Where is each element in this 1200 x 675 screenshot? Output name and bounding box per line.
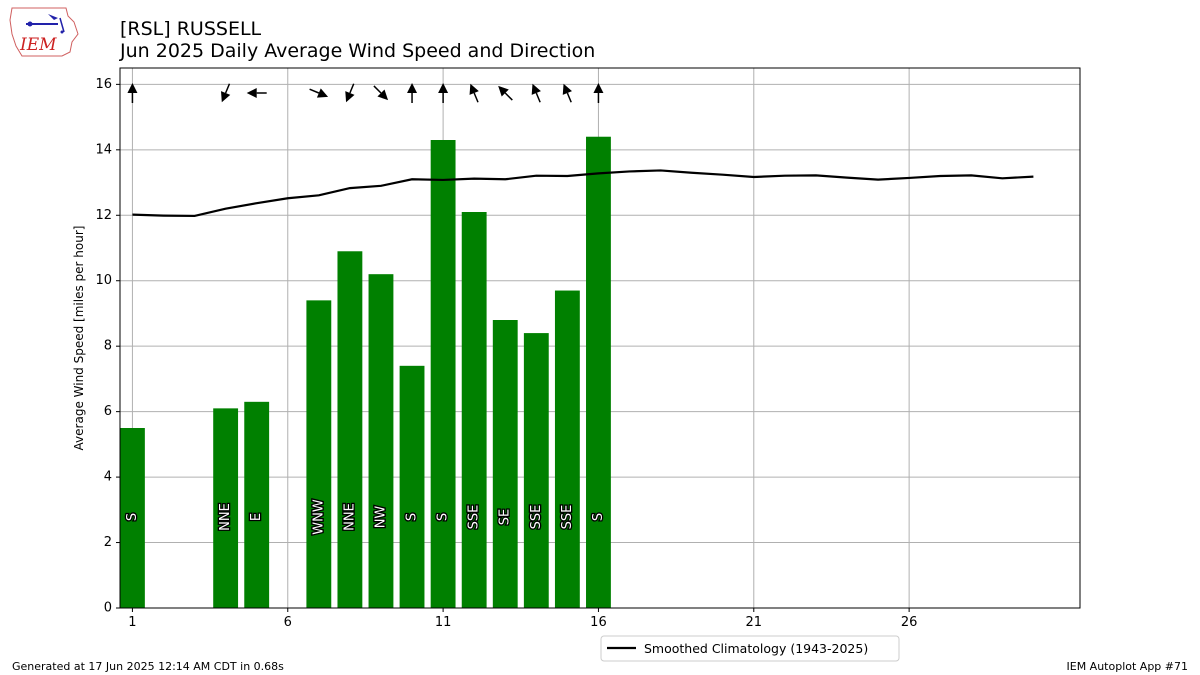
arrow-head xyxy=(469,83,479,95)
arrow-head xyxy=(246,88,257,98)
wind-arrow xyxy=(593,83,604,103)
direction-label: SSE xyxy=(467,505,482,530)
x-tick-label: 21 xyxy=(746,615,763,630)
footer-generated: Generated at 17 Jun 2025 12:14 AM CDT in… xyxy=(12,660,284,673)
iem-logo-icon: IEM xyxy=(9,7,79,57)
y-tick-label: 8 xyxy=(104,339,112,354)
legend[interactable]: Smoothed Climatology (1943-2025) xyxy=(600,635,900,662)
logo-text: IEM xyxy=(19,35,57,55)
x-tick-label: 16 xyxy=(590,615,607,630)
bar xyxy=(430,140,456,608)
arrow-shaft xyxy=(349,83,355,94)
arrow-shaft xyxy=(373,85,382,94)
direction-label: S xyxy=(591,513,606,521)
wind-arrow xyxy=(407,83,418,103)
bar xyxy=(554,290,580,608)
bar xyxy=(586,136,611,608)
plot-frame xyxy=(119,67,1081,609)
arrow-head xyxy=(498,85,509,97)
wind-arrow xyxy=(562,83,572,103)
arrow-head xyxy=(407,83,418,93)
bar xyxy=(399,365,425,608)
direction-label: NNE xyxy=(218,503,233,531)
direction-label: S xyxy=(125,513,140,521)
arrow-head xyxy=(345,91,355,103)
arrow-head xyxy=(438,83,449,93)
wind-arrow xyxy=(345,83,355,103)
chart-subtitle: Jun 2025 Daily Average Wind Speed and Di… xyxy=(120,40,596,62)
y-tick-label: 4 xyxy=(104,470,112,485)
direction-label: SE xyxy=(498,509,513,525)
arrow-shaft xyxy=(309,88,320,94)
direction-label: NW xyxy=(373,506,388,529)
arrow-head xyxy=(562,83,572,95)
direction-label: E xyxy=(249,513,264,521)
bar xyxy=(213,408,239,608)
bars xyxy=(120,136,611,609)
legend-label: Smoothed Climatology (1943-2025) xyxy=(644,641,868,656)
bar xyxy=(120,428,145,608)
climatology-line-group xyxy=(132,169,1034,218)
wind-arrow xyxy=(498,85,513,101)
y-tick-label: 10 xyxy=(95,273,112,288)
climatology-line xyxy=(132,169,1034,218)
direction-labels: S NNE E WNW NNE NW S S SSE SE SSE SSE S xyxy=(124,498,608,536)
direction-label: WNW xyxy=(311,499,326,535)
wind-arrow xyxy=(221,83,231,103)
chart-title: [RSL] RUSSELL xyxy=(120,18,262,40)
direction-label: S xyxy=(436,513,451,521)
arrow-head xyxy=(316,88,329,98)
arrow-head xyxy=(377,89,389,101)
bar xyxy=(461,212,487,608)
bar xyxy=(337,251,363,609)
y-tick-label: 2 xyxy=(104,535,112,550)
x-tick-label: 6 xyxy=(284,615,292,630)
wind-arrow xyxy=(531,83,541,103)
y-tick-label: 6 xyxy=(104,404,112,419)
y-tick-label: 0 xyxy=(104,601,112,616)
arrow-shaft xyxy=(535,92,541,103)
x-tick-label: 11 xyxy=(435,615,452,630)
wind-arrow xyxy=(127,83,138,103)
y-tick-label: 12 xyxy=(95,208,112,223)
y-axis-label: Average Wind Speed [miles per hour] xyxy=(72,226,86,451)
x-tick-label: 26 xyxy=(901,615,918,630)
direction-label: S xyxy=(405,513,420,521)
footer-app: IEM Autoplot App #71 xyxy=(1066,660,1189,673)
bar xyxy=(368,274,394,608)
arrow-shaft xyxy=(566,92,572,103)
direction-arrows xyxy=(127,83,604,103)
wind-arrow xyxy=(469,83,479,103)
y-tick-label: 14 xyxy=(95,142,112,157)
y-tick-label: 16 xyxy=(95,77,112,92)
bar xyxy=(306,300,332,608)
direction-label: SSE xyxy=(529,505,544,530)
bar xyxy=(492,320,518,608)
wind-arrow xyxy=(373,85,389,101)
direction-label: NNE xyxy=(342,503,357,531)
arrow-head xyxy=(127,83,138,93)
wind-arrow xyxy=(246,88,267,98)
wind-arrow xyxy=(309,88,329,98)
arrow-head xyxy=(531,83,541,95)
arrow-shaft xyxy=(224,83,231,94)
bar xyxy=(523,333,549,608)
wind-arrow xyxy=(438,83,449,103)
legend-box xyxy=(600,635,900,662)
direction-label: SSE xyxy=(560,505,575,530)
bar xyxy=(244,401,270,608)
arrow-shaft xyxy=(504,92,513,101)
arrow-head xyxy=(593,83,604,93)
arrow-shaft xyxy=(473,92,479,103)
arrow-head xyxy=(221,91,231,103)
x-tick-label: 1 xyxy=(128,615,136,630)
